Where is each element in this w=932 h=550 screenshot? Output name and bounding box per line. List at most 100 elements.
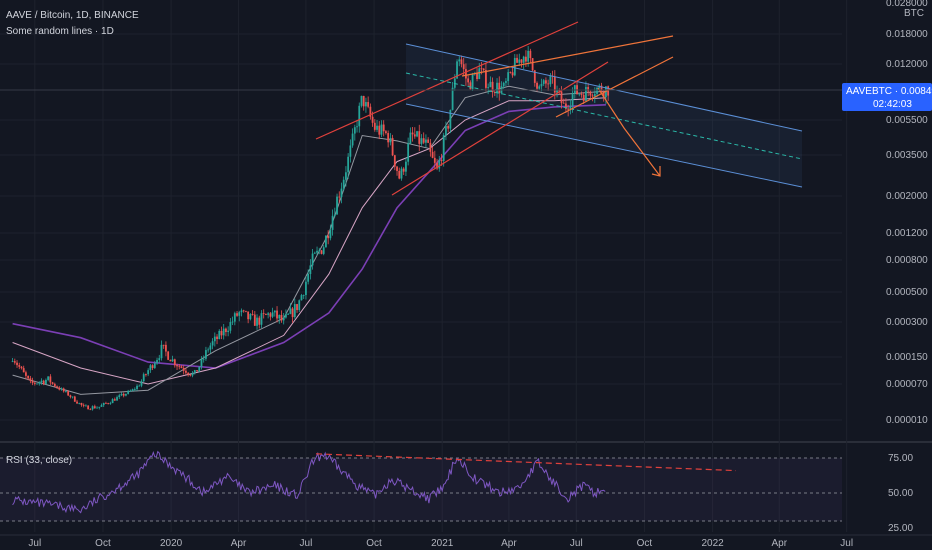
y-tick-label: 0.000010: [886, 415, 928, 426]
candle: [531, 58, 534, 72]
candle: [580, 91, 583, 98]
candle: [113, 397, 116, 401]
candle: [73, 395, 76, 402]
candle: [98, 406, 101, 410]
candle: [493, 90, 496, 97]
candle: [133, 387, 136, 392]
candle: [522, 55, 525, 70]
x-tick-label: Oct: [637, 538, 653, 549]
candle: [40, 378, 43, 385]
candle: [156, 357, 158, 365]
x-tick-label: Oct: [366, 538, 382, 549]
candle: [256, 314, 258, 330]
candle: [298, 299, 301, 312]
candle: [173, 358, 176, 368]
candle: [167, 350, 170, 361]
candle: [176, 363, 178, 370]
y-tick-label: 0.000150: [886, 352, 928, 363]
candle: [18, 362, 21, 370]
candle: [427, 137, 430, 144]
y-axis: 0.028000 0.018000 0.012000 0.005500 0.003500…: [886, 0, 928, 426]
candle: [11, 358, 14, 363]
candle: [387, 130, 390, 148]
candle: [562, 98, 565, 104]
candle: [238, 310, 241, 322]
candle: [60, 387, 63, 391]
candle: [311, 248, 314, 270]
x-tick-label: Apr: [231, 538, 247, 549]
candle: [591, 93, 594, 102]
drawing-layer-over: [315, 21, 803, 196]
candle: [260, 310, 263, 328]
candle: [545, 77, 547, 88]
candle: [33, 381, 36, 386]
trendline-lower: [391, 61, 609, 196]
candle: [182, 365, 185, 375]
candle: [460, 55, 463, 68]
candle: [142, 372, 145, 382]
candle: [91, 405, 94, 411]
candle: [547, 79, 550, 91]
candle: [451, 81, 454, 111]
y-tick-label: 0.000300: [886, 317, 928, 328]
candle: [345, 166, 347, 187]
candle: [296, 303, 298, 313]
rsi-tick-label: 25.00: [888, 523, 913, 534]
candle: [187, 372, 190, 377]
candle: [418, 124, 421, 152]
candle: [231, 316, 234, 326]
candle: [293, 298, 296, 319]
candle: [442, 132, 445, 167]
candle: [207, 347, 210, 353]
candle: [216, 334, 218, 345]
candle: [516, 54, 518, 63]
candle: [89, 408, 92, 411]
candle: [171, 355, 174, 362]
candle: [431, 146, 434, 159]
candle: [518, 53, 521, 67]
candle: [109, 401, 112, 405]
candle: [36, 383, 38, 385]
x-tick-label: 2022: [701, 538, 724, 549]
candle: [496, 78, 498, 98]
trendline-upper: [315, 21, 579, 140]
candle: [507, 69, 510, 86]
candle: [289, 303, 292, 315]
candle: [502, 81, 505, 89]
candle: [513, 54, 516, 77]
candle: [85, 404, 87, 407]
candle: [400, 166, 403, 181]
candle: [307, 269, 310, 285]
candle: [196, 370, 198, 372]
candle: [13, 358, 16, 365]
candle: [278, 314, 281, 324]
candle: [340, 182, 343, 204]
candle: [573, 84, 576, 99]
candle: [436, 158, 438, 171]
candle: [396, 165, 398, 176]
candle: [338, 191, 341, 203]
candle: [333, 207, 336, 218]
y-tick-label: 0.000070: [886, 379, 928, 390]
candle: [265, 313, 267, 316]
candle: [380, 120, 383, 138]
candle: [138, 384, 141, 387]
candle: [20, 365, 23, 370]
candle: [273, 310, 276, 317]
candle: [236, 310, 238, 317]
candle: [320, 249, 323, 255]
candle: [305, 276, 307, 300]
candle: [600, 82, 603, 94]
candle: [285, 309, 287, 319]
candle: [225, 327, 227, 337]
candle: [185, 367, 187, 375]
candle: [596, 86, 598, 97]
candle: [447, 124, 450, 133]
candle: [58, 386, 61, 391]
candle: [136, 384, 138, 391]
candle: [62, 387, 65, 393]
candle: [469, 80, 472, 90]
price-tag-price: AAVEBTC · 0.008494: [846, 86, 932, 97]
y-tick-label: 0.000500: [886, 287, 928, 298]
candle: [80, 402, 83, 407]
